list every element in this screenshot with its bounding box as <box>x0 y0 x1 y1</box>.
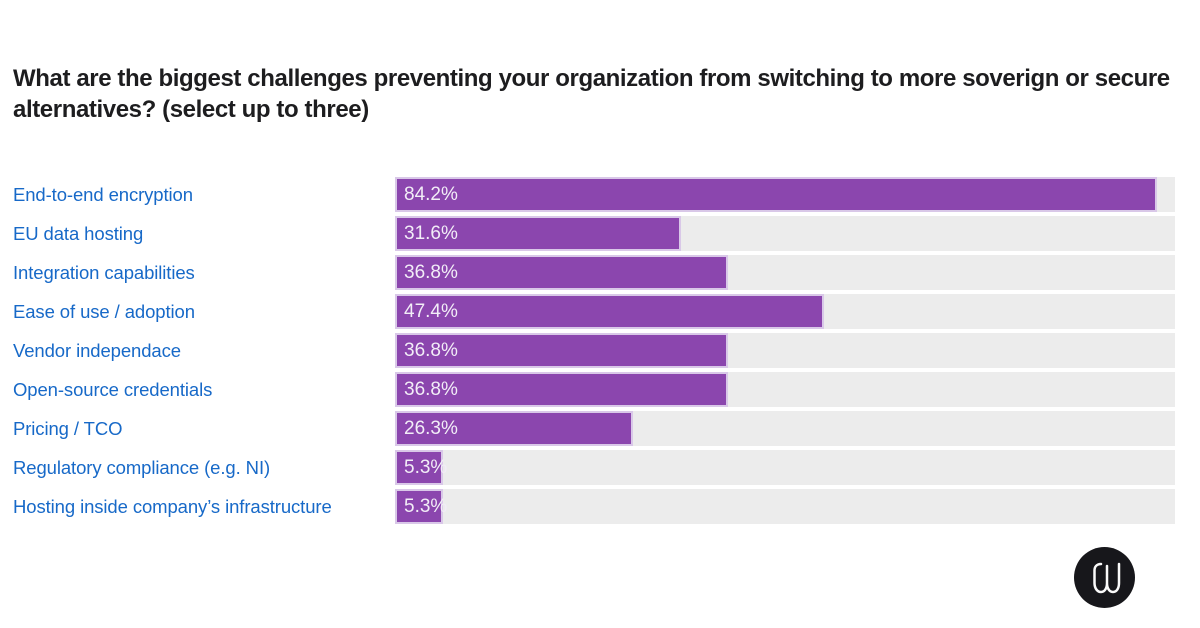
chart-row: Regulatory compliance (e.g. NI) 5.3% <box>13 450 1175 485</box>
value-label: 36.8% <box>404 378 458 400</box>
bar-chart: End-to-end encryption 84.2% EU data host… <box>13 177 1175 524</box>
bar-track: 31.6% <box>395 216 1175 251</box>
category-label: Open-source credentials <box>13 378 213 400</box>
value-label: 84.2% <box>404 183 458 205</box>
bar: 36.8% <box>395 333 728 368</box>
bar: 26.3% <box>395 411 633 446</box>
chart-row: Hosting inside company’s infrastructure … <box>13 489 1175 524</box>
category-label: Pricing / TCO <box>13 417 123 439</box>
bar: 47.4% <box>395 294 824 329</box>
value-label: 5.3% <box>404 495 448 517</box>
value-label: 26.3% <box>404 417 458 439</box>
chart-row: EU data hosting 31.6% <box>13 216 1175 251</box>
chart-row: Vendor independace 36.8% <box>13 333 1175 368</box>
bar: 36.8% <box>395 255 728 290</box>
category-label: End-to-end encryption <box>13 183 193 205</box>
bar: 31.6% <box>395 216 681 251</box>
wire-w-icon <box>1093 562 1121 593</box>
wire-logo <box>1074 547 1135 608</box>
value-label: 36.8% <box>404 261 458 283</box>
bar-track: 84.2% <box>395 177 1175 212</box>
bar: 36.8% <box>395 372 728 407</box>
category-label: Integration capabilities <box>13 261 195 283</box>
chart-row: Integration capabilities 36.8% <box>13 255 1175 290</box>
bar: 5.3% <box>395 489 447 524</box>
bar-track: 36.8% <box>395 255 1175 290</box>
value-label: 31.6% <box>404 222 458 244</box>
value-label: 36.8% <box>404 339 458 361</box>
category-label: Vendor independace <box>13 339 181 361</box>
chart-title: What are the biggest challenges preventi… <box>13 65 1170 123</box>
category-label: EU data hosting <box>13 222 144 244</box>
bar: 84.2% <box>395 177 1157 212</box>
chart-row: Pricing / TCO 26.3% <box>13 411 1175 446</box>
bar-track: 5.3% <box>395 489 1175 524</box>
chart-row: Ease of use / adoption 47.4% <box>13 294 1175 329</box>
chart-row: End-to-end encryption 84.2% <box>13 177 1175 212</box>
category-label: Regulatory compliance (e.g. NI) <box>13 456 271 478</box>
bar-track: 36.8% <box>395 333 1175 368</box>
bar: 5.3% <box>395 450 447 485</box>
chart-row: Open-source credentials 36.8% <box>13 372 1175 407</box>
category-label: Hosting inside company’s infrastructure <box>13 495 332 517</box>
bar-track: 47.4% <box>395 294 1175 329</box>
bar-track: 26.3% <box>395 411 1175 446</box>
value-label: 5.3% <box>404 456 448 478</box>
value-label: 47.4% <box>404 300 458 322</box>
bar-track: 5.3% <box>395 450 1175 485</box>
bar-track: 36.8% <box>395 372 1175 407</box>
category-label: Ease of use / adoption <box>13 300 195 322</box>
